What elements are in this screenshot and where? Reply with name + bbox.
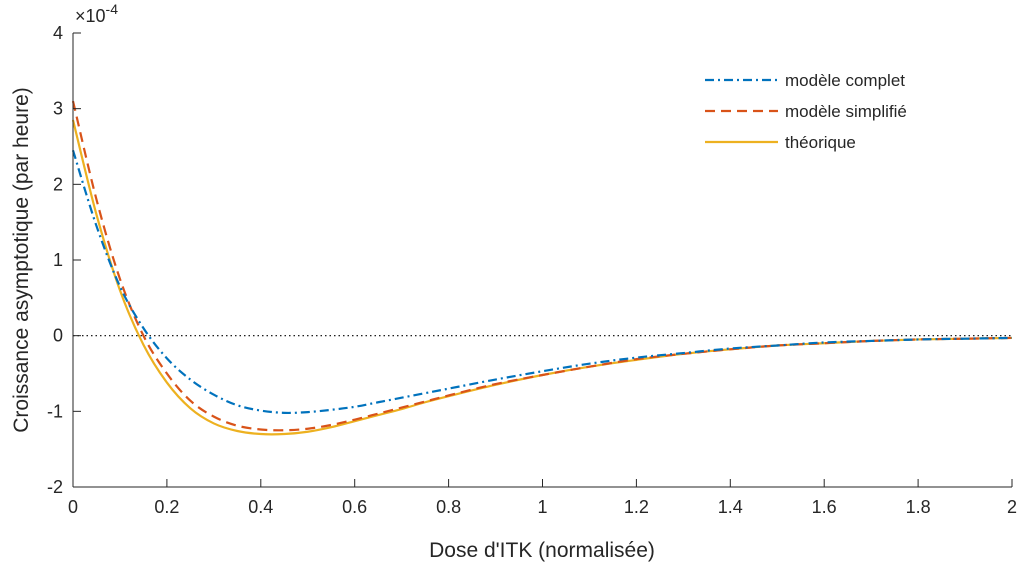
plot-area [73, 33, 1012, 487]
axes [72, 32, 1013, 488]
series-line-theorique [71, 119, 1013, 436]
y-tick-label: 3 [53, 99, 63, 119]
x-tick-label: 0.6 [342, 497, 367, 517]
legend-label: modèle simplifié [785, 102, 907, 121]
y-tick-label: -1 [47, 401, 63, 421]
series-line-modele-simplifie [71, 100, 1013, 432]
x-tick-label: 1.4 [718, 497, 743, 517]
x-tick-label: 1.6 [812, 497, 837, 517]
x-tick-label: 0.8 [436, 497, 461, 517]
y-exponent-power: -4 [106, 1, 119, 17]
series-layer [71, 100, 1013, 436]
y-axis-exponent: ×10-4 [75, 1, 118, 26]
y-tick-label: 1 [53, 250, 63, 270]
legend-label: modèle complet [785, 71, 905, 90]
plot-background [73, 33, 1012, 487]
y-tick-label: -2 [47, 477, 63, 497]
x-tick-label: 0.2 [154, 497, 179, 517]
x-tick-label: 2 [1007, 497, 1017, 517]
series-line-modele-complet [71, 149, 1013, 415]
x-tick-label: 1 [537, 497, 547, 517]
x-tick-label: 1.8 [906, 497, 931, 517]
x-tick-label: 0 [68, 497, 78, 517]
legend: modèle complet modèle simplifié théorique [705, 71, 907, 152]
y-axis-label: Croissance asymptotique (par heure) [10, 87, 33, 433]
y-tick-label: 2 [53, 174, 63, 194]
y-tick-label: 0 [53, 326, 63, 346]
x-tick-label: 1.2 [624, 497, 649, 517]
x-tick-label: 0.4 [248, 497, 273, 517]
tick-labels: 0 0.2 0.4 0.6 0.8 1 1.2 1.4 1.6 1.8 2 -2 -1 0 1 2 3 4 [47, 23, 1017, 517]
y-exponent-base: ×10 [75, 6, 106, 26]
y-tick-label: 4 [53, 23, 63, 43]
x-axis-label: Dose d'ITK (normalisée) [429, 539, 655, 562]
legend-label: théorique [785, 133, 856, 152]
